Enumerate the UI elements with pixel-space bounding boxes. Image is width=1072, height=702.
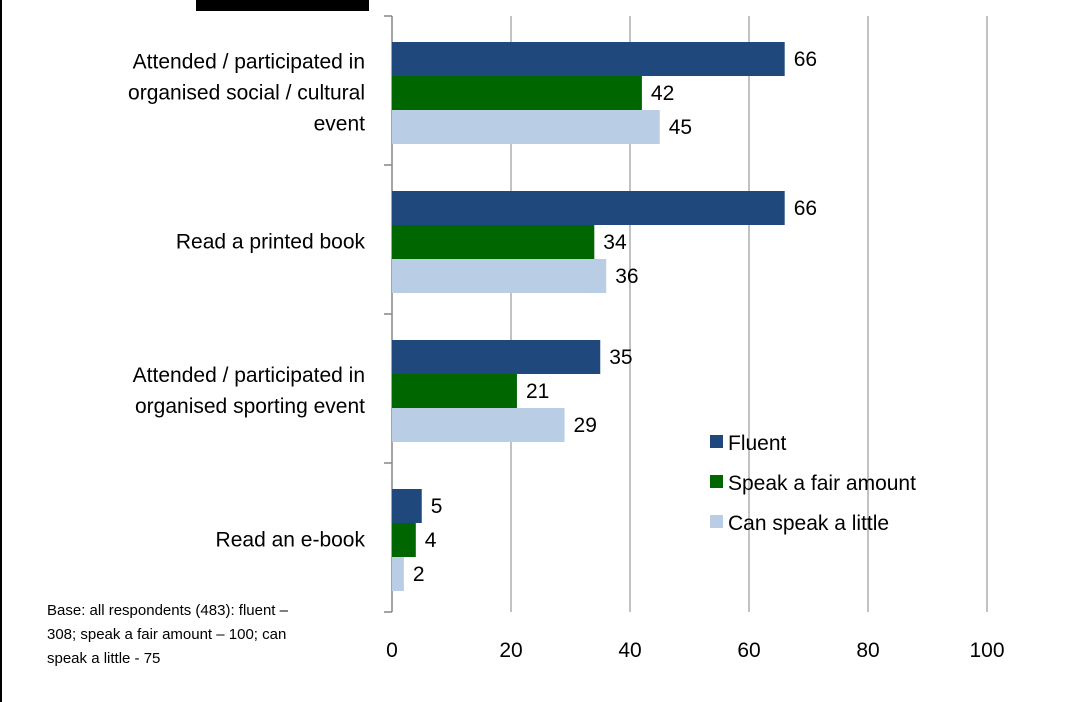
top-black-tab <box>196 0 369 11</box>
category-label-attended-participated-in-organised-social-cultural-event: Attended / participated in <box>133 51 365 74</box>
data-label-can-speak-a-little-3: 2 <box>413 563 425 586</box>
bar-fluent-3 <box>392 489 422 523</box>
data-label-speak-a-fair-amount-2: 21 <box>526 380 549 403</box>
x-tick-label-60: 60 <box>737 639 760 662</box>
data-label-fluent-2: 35 <box>609 346 632 369</box>
category-label-attended-participated-in-organised-social-cultural-event: organised social / cultural <box>128 82 365 105</box>
bar-fluent-2 <box>392 340 601 374</box>
legend-label-speak-a-fair-amount: Speak a fair amount <box>728 472 916 495</box>
legend-label-fluent: Fluent <box>728 432 787 455</box>
category-label-read-a-printed-book: Read a printed book <box>176 231 366 254</box>
base-note-line: 308; speak a fair amount – 100; can <box>47 626 286 643</box>
data-label-fluent-3: 5 <box>431 495 443 518</box>
labels: 0 20 40 60 80 100 Attended / participated in or… <box>128 48 1004 662</box>
legend: Fluent Speak a fair amount Can speak a lit… <box>710 432 916 535</box>
bar-can-speak-a-little-2 <box>392 408 565 442</box>
x-tick-label-40: 40 <box>618 639 641 662</box>
data-label-can-speak-a-little-2: 29 <box>574 414 597 437</box>
data-label-can-speak-a-little-1: 36 <box>615 265 638 288</box>
bar-can-speak-a-little-0 <box>392 110 660 144</box>
bar-fluent-1 <box>392 191 785 225</box>
data-label-fluent-0: 66 <box>794 48 817 71</box>
legend-swatch-fluent <box>710 435 723 448</box>
bar-fluent-0 <box>392 42 785 76</box>
bar-speak-a-fair-amount-0 <box>392 76 642 110</box>
category-label-attended-participated-in-organised-social-cultural-event: event <box>314 113 366 136</box>
x-tick-label-80: 80 <box>856 639 879 662</box>
bars <box>392 42 785 591</box>
x-tick-label-0: 0 <box>386 639 398 662</box>
bar-speak-a-fair-amount-1 <box>392 225 595 259</box>
base-note: Base: all respondents (483): fluent – 308… <box>47 602 289 667</box>
data-label-can-speak-a-little-0: 45 <box>669 116 692 139</box>
legend-swatch-speak-a-fair-amount <box>710 475 723 488</box>
category-label-attended-participated-in-organised-sporting-event: Attended / participated in <box>133 364 365 387</box>
base-note-line: Base: all respondents (483): fluent – <box>47 602 289 619</box>
category-label-read-an-e-book: Read an e-book <box>216 529 366 552</box>
legend-swatch-can-speak-a-little <box>710 515 723 528</box>
data-label-speak-a-fair-amount-1: 34 <box>603 231 627 254</box>
data-label-speak-a-fair-amount-0: 42 <box>651 82 674 105</box>
data-label-speak-a-fair-amount-3: 4 <box>425 529 437 552</box>
bar-speak-a-fair-amount-2 <box>392 374 517 408</box>
bar-can-speak-a-little-1 <box>392 259 607 293</box>
legend-label-can-speak-a-little: Can speak a little <box>728 512 889 535</box>
category-axis <box>384 15 393 613</box>
base-note-line: speak a little - 75 <box>47 650 160 667</box>
x-tick-label-100: 100 <box>969 639 1004 662</box>
frame-left-border <box>0 0 2 702</box>
bar-can-speak-a-little-3 <box>392 557 404 591</box>
bar-speak-a-fair-amount-3 <box>392 523 416 557</box>
x-tick-label-20: 20 <box>499 639 522 662</box>
category-label-attended-participated-in-organised-sporting-event: organised sporting event <box>135 395 365 418</box>
data-label-fluent-1: 66 <box>794 197 817 220</box>
